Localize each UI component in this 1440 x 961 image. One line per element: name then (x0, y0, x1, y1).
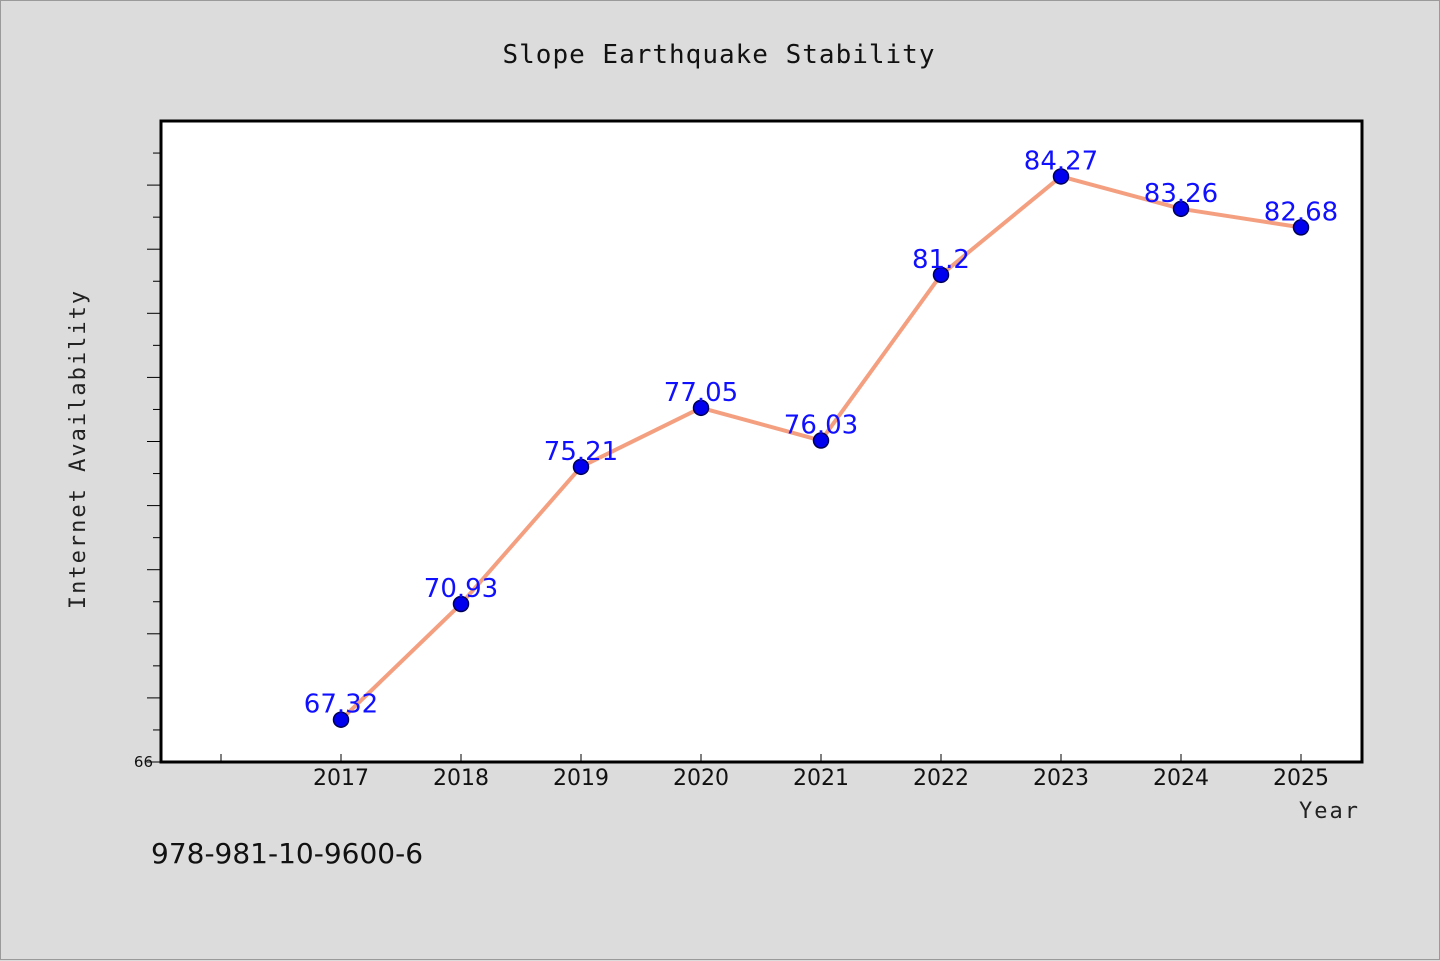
y-axis-ticks: 66 (134, 152, 161, 771)
data-point-marker (692, 399, 710, 417)
data-point-marker (812, 432, 830, 449)
data-point-marker (1172, 200, 1190, 218)
data-label: 83.26 (1144, 179, 1218, 209)
x-tick-label: 2021 (793, 766, 849, 791)
x-tick-label: 2019 (553, 766, 609, 791)
data-label: 76.03 (784, 411, 858, 441)
data-label: 82.68 (1264, 197, 1338, 227)
chart-title: Slope Earthquake Stability (503, 40, 936, 70)
plot-area (159, 119, 1364, 764)
data-point-marker (452, 595, 470, 613)
x-tick-label: 2017 (313, 766, 369, 791)
data-label: 84.27 (1024, 146, 1098, 176)
data-point-marker (932, 266, 950, 284)
data-point-marker (332, 711, 350, 728)
data-label: 81.2 (912, 245, 970, 275)
x-axis-label: Year (1299, 799, 1360, 824)
y-axis-label: Internet Availability (66, 289, 91, 609)
data-point-marker (1052, 168, 1070, 185)
x-tick-label: 2020 (673, 766, 729, 791)
data-label: 75.21 (544, 437, 618, 467)
x-tick-label: 2018 (433, 766, 489, 791)
x-tick-label: 2024 (1153, 766, 1209, 791)
x-tick-label: 2023 (1033, 766, 1089, 791)
x-axis-ticks: 2017 2018 2019 2020 2021 2022 2023 2024 2025 (220, 754, 1329, 791)
data-label: 67.32 (304, 690, 378, 720)
isbn-text: 978-981-10-9600-6 (151, 837, 423, 870)
data-point-marker (572, 458, 590, 476)
data-point-marker (1292, 219, 1310, 236)
series-group: 67.32 70.93 75.21 77.05 76.03 81.2 84.27 83.26 8… (304, 146, 1338, 728)
data-label: 70.93 (424, 574, 498, 604)
y-tick-label: 66 (134, 753, 153, 771)
x-tick-label: 2025 (1273, 766, 1329, 791)
data-label: 77.05 (664, 378, 738, 408)
x-tick-label: 2022 (913, 766, 969, 791)
